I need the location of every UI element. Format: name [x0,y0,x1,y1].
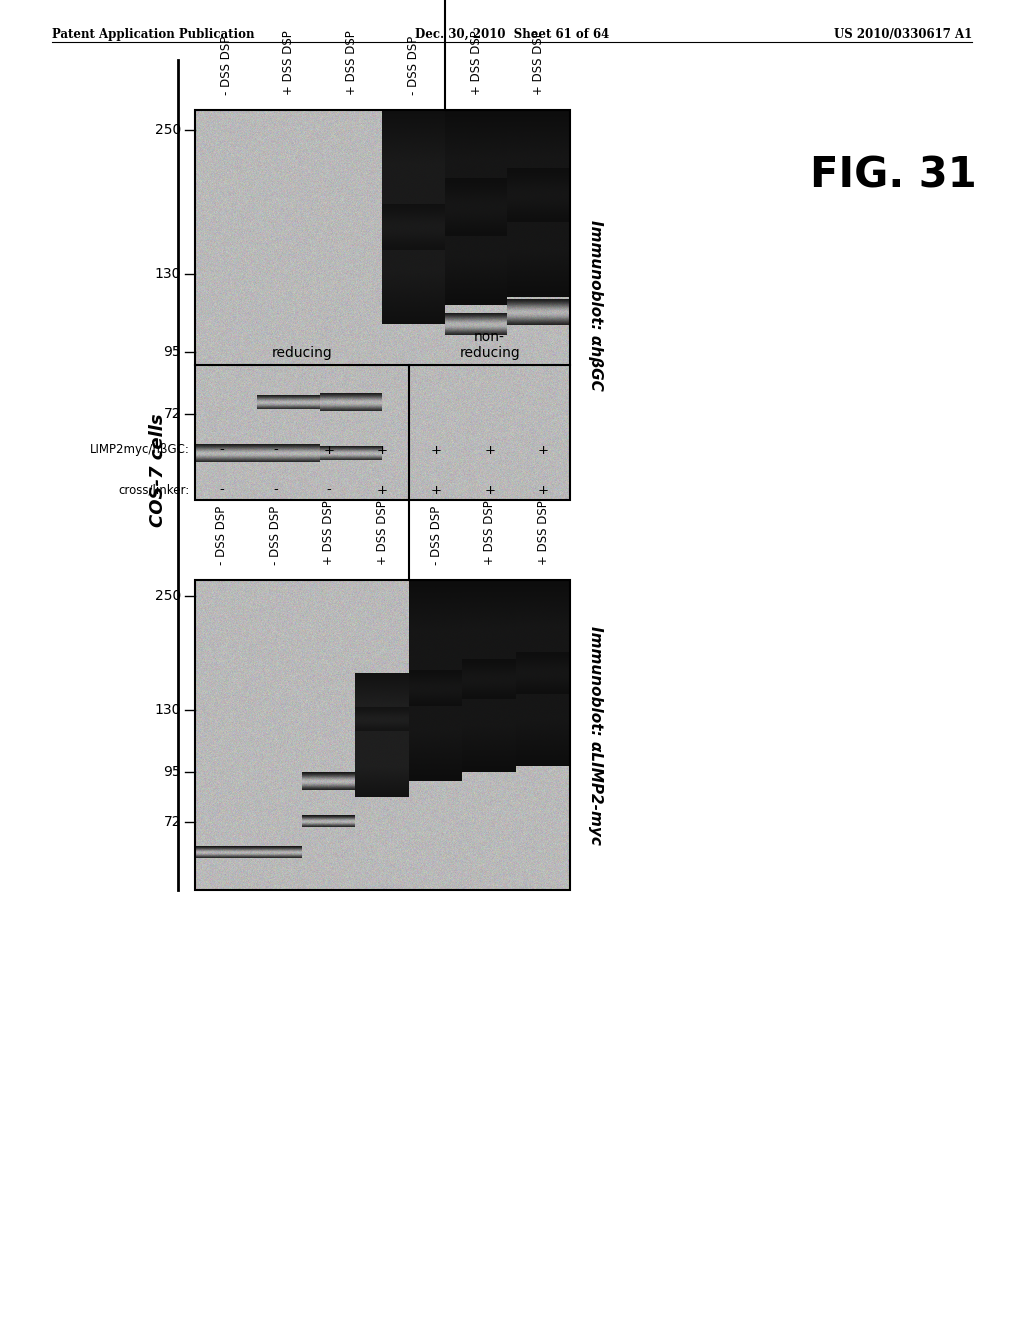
Text: COS-7 cells: COS-7 cells [150,413,167,527]
Text: cross/linker:: cross/linker: [119,483,190,496]
Text: + DSS DSP: + DSS DSP [532,30,545,95]
Bar [195,579,570,890]
Text: -: - [273,444,278,457]
Text: +: + [430,444,441,457]
Text: +: + [484,444,496,457]
Text: - DSS DSP: - DSS DSP [269,506,282,565]
Text: 95: 95 [164,766,181,779]
Text: + DSS DSP: + DSS DSP [470,30,482,95]
Text: LIMP2myc/hβGC:: LIMP2myc/hβGC: [90,444,190,457]
Text: +: + [324,444,335,457]
Text: -: - [219,483,224,496]
Text: -: - [327,483,332,496]
Text: Immunoblot: αLIMP2-myc: Immunoblot: αLIMP2-myc [588,626,603,845]
Text: + DSS DSP: + DSS DSP [283,30,295,95]
Bar [195,110,570,500]
Text: +: + [484,483,496,496]
Text: +: + [538,444,549,457]
Text: +: + [377,444,388,457]
Text: -: - [273,483,278,496]
Text: +: + [538,483,549,496]
Text: 130: 130 [155,704,181,717]
Text: + DSS DSP: + DSS DSP [323,500,336,565]
Text: 130: 130 [155,267,181,281]
Text: Immunoblot: αhβGC: Immunoblot: αhβGC [588,219,603,391]
Text: - DSS DSP: - DSS DSP [215,506,228,565]
Text: + DSS DSP: + DSS DSP [537,500,550,565]
Text: 72: 72 [164,814,181,829]
Text: non-
reducing: non- reducing [460,330,520,360]
Text: 250: 250 [155,589,181,602]
Text: +: + [377,483,388,496]
Text: - DSS DSP: - DSS DSP [408,36,420,95]
Text: Patent Application Publication: Patent Application Publication [52,28,255,41]
Text: US 2010/0330617 A1: US 2010/0330617 A1 [834,28,972,41]
Text: -: - [219,444,224,457]
Text: +: + [430,483,441,496]
Text: + DSS DSP: + DSS DSP [376,500,389,565]
Text: FIG. 31: FIG. 31 [810,154,977,197]
Text: 72: 72 [164,407,181,421]
Text: Dec. 30, 2010  Sheet 61 of 64: Dec. 30, 2010 Sheet 61 of 64 [415,28,609,41]
Text: reducing: reducing [271,346,333,360]
Text: + DSS DSP: + DSS DSP [345,30,357,95]
Text: - DSS DSP: - DSS DSP [430,506,442,565]
Text: 95: 95 [164,345,181,359]
Text: - DSS DSP: - DSS DSP [220,36,232,95]
Text: + DSS DSP: + DSS DSP [483,500,497,565]
Text: 250: 250 [155,123,181,136]
